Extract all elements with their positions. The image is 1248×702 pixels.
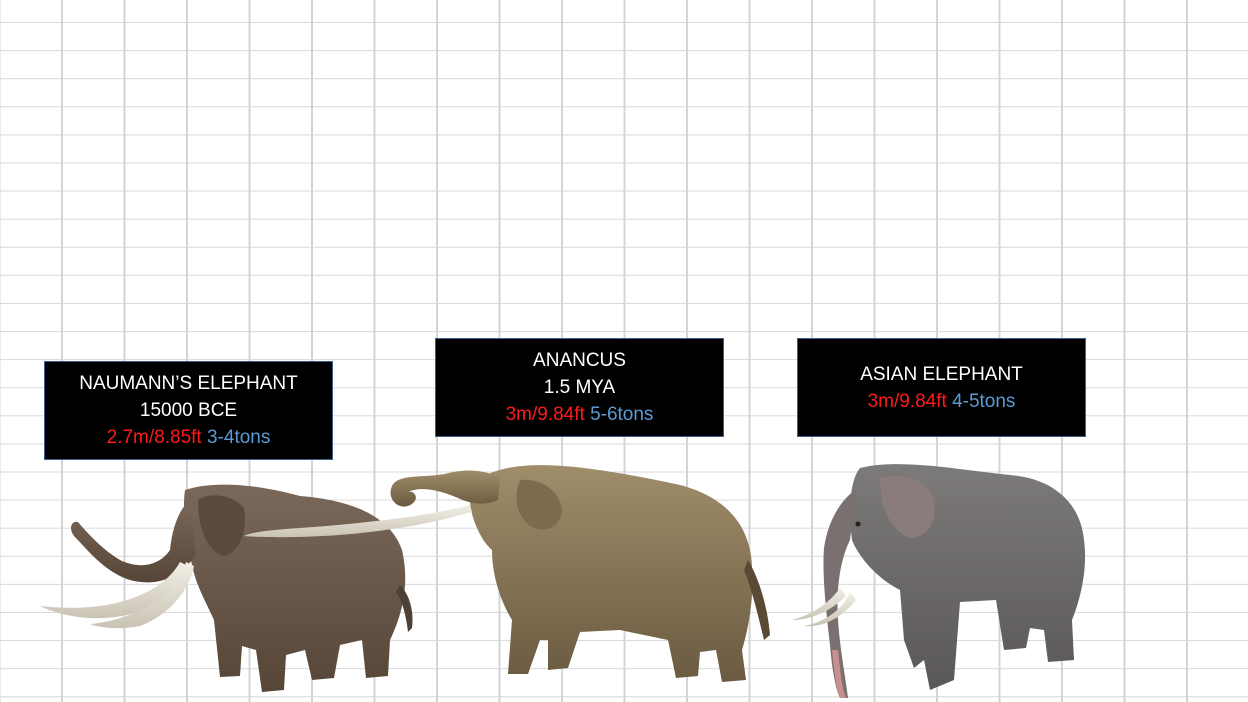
weight-value: 4-5tons	[952, 390, 1016, 412]
asian-elephant-label: ASIAN ELEPHANT 3m/9.84ft 4-5tons	[797, 338, 1086, 437]
weight-value: 5-6tons	[590, 404, 654, 425]
height-value: 2.7m/8.85ft	[106, 427, 202, 448]
height-value: 3m/9.84ft	[505, 404, 585, 425]
asian-elephant-illustration	[792, 464, 1086, 698]
weight-value: 3-4tons	[206, 427, 271, 448]
species-stats: 3m/9.84ft 4-5tons	[798, 388, 1085, 415]
naumann-elephant-illustration	[40, 484, 413, 692]
species-stats: 3m/9.84ft 5-6tons	[436, 401, 723, 428]
height-value: 3m/9.84ft	[867, 390, 947, 412]
species-era: 15000 BCE	[139, 400, 238, 421]
species-name: ASIAN ELEPHANT	[860, 363, 1023, 385]
species-name: ANANCUS	[533, 350, 626, 371]
anancus-label: ANANCUS 1.5 MYA 3m/9.84ft 5-6tons	[435, 338, 724, 437]
species-name: NAUMANN’S ELEPHANT	[79, 373, 298, 394]
species-era: 1.5 MYA	[543, 377, 616, 398]
naumann-elephant-label: NAUMANN’S ELEPHANT 15000 BCE 2.7m/8.85ft…	[44, 361, 333, 460]
species-stats: 2.7m/8.85ft 3-4tons	[45, 424, 332, 451]
anancus-illustration	[244, 465, 770, 682]
